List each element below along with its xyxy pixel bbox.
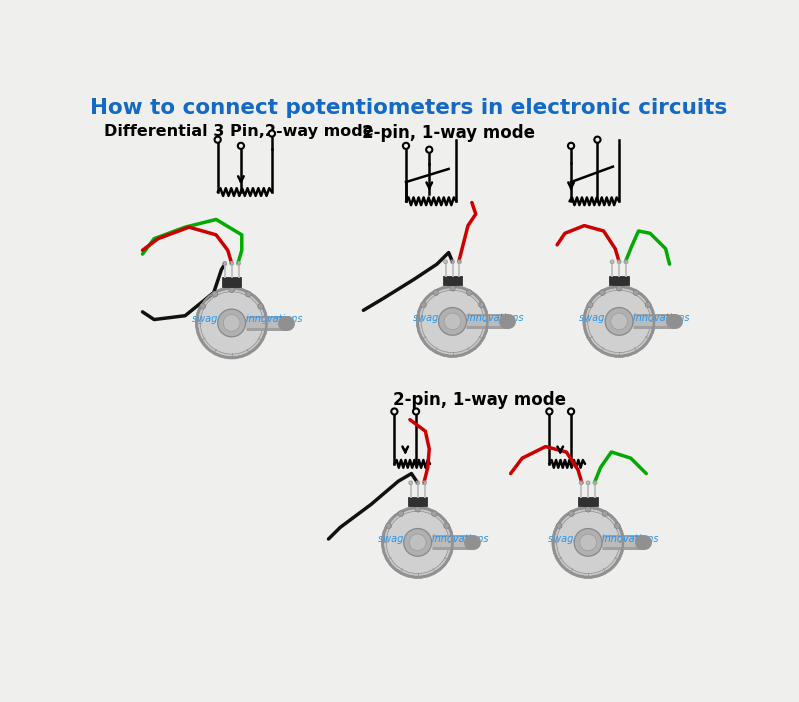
Circle shape — [201, 292, 263, 354]
Circle shape — [594, 137, 601, 143]
Circle shape — [419, 287, 487, 355]
Text: swagatam innovations: swagatam innovations — [192, 314, 302, 324]
Circle shape — [403, 529, 431, 556]
Circle shape — [614, 523, 620, 529]
Circle shape — [431, 511, 437, 517]
Circle shape — [568, 143, 574, 149]
Circle shape — [200, 303, 205, 309]
Circle shape — [398, 511, 403, 517]
Text: How to connect potentiometers in electronic circuits: How to connect potentiometers in electro… — [90, 98, 728, 118]
Circle shape — [633, 290, 638, 296]
Circle shape — [392, 409, 397, 415]
Circle shape — [195, 287, 268, 359]
Circle shape — [574, 529, 602, 556]
Circle shape — [197, 289, 266, 357]
FancyBboxPatch shape — [443, 276, 463, 286]
Text: 2-pin, 1-way mode: 2-pin, 1-way mode — [362, 124, 535, 143]
Circle shape — [223, 314, 240, 331]
Circle shape — [416, 286, 489, 357]
Circle shape — [467, 290, 472, 296]
Circle shape — [409, 534, 426, 550]
Circle shape — [568, 409, 574, 415]
Circle shape — [554, 508, 622, 576]
Circle shape — [444, 313, 461, 330]
Text: Differential 3 Pin,2-way mode: Differential 3 Pin,2-way mode — [104, 124, 373, 139]
Circle shape — [229, 287, 234, 293]
Circle shape — [547, 409, 552, 415]
Circle shape — [212, 291, 217, 297]
Circle shape — [381, 506, 454, 578]
FancyBboxPatch shape — [222, 277, 241, 287]
Circle shape — [552, 506, 624, 578]
Circle shape — [258, 303, 264, 309]
Circle shape — [599, 290, 605, 296]
Circle shape — [433, 290, 439, 296]
Circle shape — [557, 511, 619, 574]
Circle shape — [450, 286, 455, 291]
Circle shape — [443, 523, 449, 529]
Circle shape — [245, 291, 251, 297]
Circle shape — [386, 523, 392, 529]
Circle shape — [426, 147, 432, 153]
Circle shape — [646, 302, 651, 307]
Circle shape — [215, 137, 221, 143]
Circle shape — [238, 143, 244, 149]
Circle shape — [384, 508, 451, 576]
Circle shape — [588, 290, 650, 352]
Text: swagatam innovations: swagatam innovations — [579, 312, 690, 322]
Circle shape — [587, 302, 593, 307]
Circle shape — [268, 131, 275, 137]
Text: 2-pin, 1-way mode: 2-pin, 1-way mode — [393, 391, 566, 409]
Circle shape — [415, 506, 420, 512]
Circle shape — [582, 286, 655, 357]
Circle shape — [610, 313, 627, 330]
Circle shape — [217, 309, 245, 337]
Circle shape — [479, 302, 484, 307]
Text: swagatam innovations: swagatam innovations — [548, 534, 659, 543]
FancyBboxPatch shape — [610, 276, 629, 286]
FancyBboxPatch shape — [578, 496, 598, 506]
Text: swagatam innovations: swagatam innovations — [413, 312, 523, 322]
Circle shape — [421, 290, 484, 352]
Circle shape — [585, 287, 654, 355]
Text: swagatam innovations: swagatam innovations — [378, 534, 488, 543]
FancyBboxPatch shape — [407, 496, 427, 506]
Circle shape — [556, 523, 562, 529]
Circle shape — [616, 286, 622, 291]
Circle shape — [439, 307, 467, 336]
Circle shape — [421, 302, 427, 307]
Circle shape — [602, 511, 608, 517]
Circle shape — [586, 506, 591, 512]
Circle shape — [403, 143, 409, 149]
Circle shape — [413, 409, 419, 415]
Circle shape — [569, 511, 574, 517]
Circle shape — [580, 534, 597, 550]
Circle shape — [386, 511, 449, 574]
Circle shape — [605, 307, 633, 336]
